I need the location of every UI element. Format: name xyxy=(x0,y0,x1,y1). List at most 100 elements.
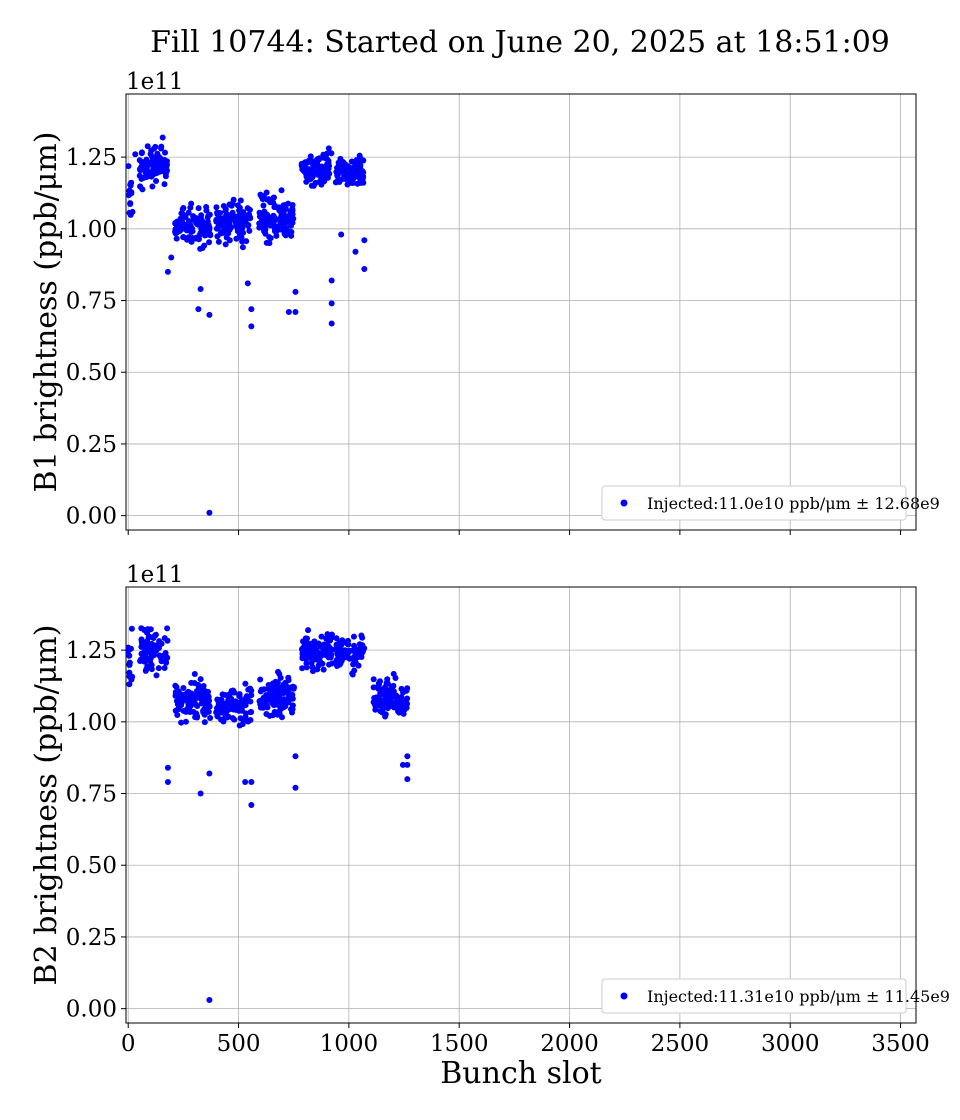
data-point xyxy=(248,323,255,330)
data-point xyxy=(404,776,411,783)
x-tick-label: 2500 xyxy=(651,1031,710,1057)
data-point xyxy=(236,691,243,698)
data-point xyxy=(261,686,268,693)
data-point xyxy=(138,150,145,157)
data-point xyxy=(289,691,296,698)
legend-box xyxy=(601,978,907,1014)
legend: Injected:11.31e10 ppb/μm ± 11.45e9 xyxy=(601,978,950,1014)
axes-frame xyxy=(125,93,917,531)
data-point xyxy=(396,709,403,716)
data-point xyxy=(198,212,205,219)
data-point xyxy=(230,196,237,203)
data-point xyxy=(311,167,318,174)
data-point xyxy=(322,174,329,181)
data-point xyxy=(399,761,406,768)
data-point xyxy=(320,666,327,673)
data-point xyxy=(289,219,296,226)
data-point xyxy=(222,241,229,248)
data-point xyxy=(283,213,290,220)
data-point xyxy=(393,700,400,707)
data-point xyxy=(328,634,335,641)
data-point xyxy=(316,650,323,657)
data-point xyxy=(274,679,281,686)
data-point xyxy=(201,719,208,726)
data-point xyxy=(292,309,299,315)
data-point xyxy=(399,701,406,708)
data-point xyxy=(127,182,134,189)
data-point xyxy=(155,158,162,165)
x-tick-label: 500 xyxy=(217,1031,261,1057)
data-point xyxy=(289,702,296,709)
data-point xyxy=(173,683,180,690)
y-tick-label: 0.00 xyxy=(66,997,117,1023)
data-point xyxy=(391,692,398,699)
data-point xyxy=(191,670,198,677)
y-axis-label: B2 brightness (ppb/μm) xyxy=(29,625,64,986)
y-tick-label: 0.25 xyxy=(66,432,117,458)
data-point xyxy=(303,173,310,180)
data-point xyxy=(260,202,267,209)
data-point xyxy=(352,248,359,255)
data-point xyxy=(312,179,319,186)
y-tick-label: 0.25 xyxy=(66,925,117,951)
data-point xyxy=(258,193,265,200)
data-point xyxy=(158,143,165,150)
data-point xyxy=(305,627,312,634)
data-point xyxy=(197,676,204,683)
data-point xyxy=(242,779,249,786)
scatter-points xyxy=(126,625,411,1004)
data-point xyxy=(390,682,397,689)
data-point xyxy=(203,203,210,210)
data-point xyxy=(237,197,244,204)
data-point xyxy=(323,150,330,157)
data-point xyxy=(220,202,227,209)
x-tick-label: 1500 xyxy=(430,1031,489,1057)
data-point xyxy=(345,641,352,648)
data-point xyxy=(292,753,299,760)
data-point xyxy=(132,151,139,158)
data-point xyxy=(387,697,394,704)
data-point xyxy=(375,702,382,709)
data-point xyxy=(164,764,171,771)
data-point xyxy=(335,163,342,170)
legend-box xyxy=(601,485,907,521)
data-point xyxy=(248,306,255,313)
data-point xyxy=(282,232,289,239)
data-point xyxy=(137,183,144,190)
legend-label: Injected:11.31e10 ppb/μm ± 11.45e9 xyxy=(647,987,950,1006)
data-point xyxy=(244,205,251,212)
data-point xyxy=(275,216,282,223)
data-point xyxy=(153,672,160,679)
data-point xyxy=(151,169,158,176)
data-point xyxy=(300,653,307,660)
data-point xyxy=(226,221,233,228)
y-offset-label: 1e11 xyxy=(126,562,184,588)
data-point xyxy=(264,211,271,218)
data-point xyxy=(234,217,241,224)
data-point xyxy=(183,691,190,698)
data-point xyxy=(247,709,254,716)
x-tick-label: 3500 xyxy=(871,1031,930,1057)
data-point xyxy=(143,173,150,180)
data-point xyxy=(140,651,147,658)
data-point xyxy=(311,638,318,645)
data-point xyxy=(242,713,249,720)
data-point xyxy=(245,718,252,725)
data-point xyxy=(246,685,253,692)
data-point xyxy=(248,779,255,786)
data-point xyxy=(334,172,341,179)
data-point xyxy=(270,194,277,201)
data-point xyxy=(311,654,318,661)
data-point xyxy=(214,713,221,720)
data-point xyxy=(206,211,213,218)
data-point xyxy=(189,700,196,707)
data-point xyxy=(172,220,179,227)
data-point xyxy=(236,207,243,214)
y-tick-label: 0.00 xyxy=(66,504,117,530)
data-point xyxy=(214,705,221,712)
data-point xyxy=(141,165,148,172)
data-point xyxy=(325,145,332,152)
data-point xyxy=(198,219,205,226)
data-point xyxy=(200,682,207,689)
data-point xyxy=(383,680,390,687)
